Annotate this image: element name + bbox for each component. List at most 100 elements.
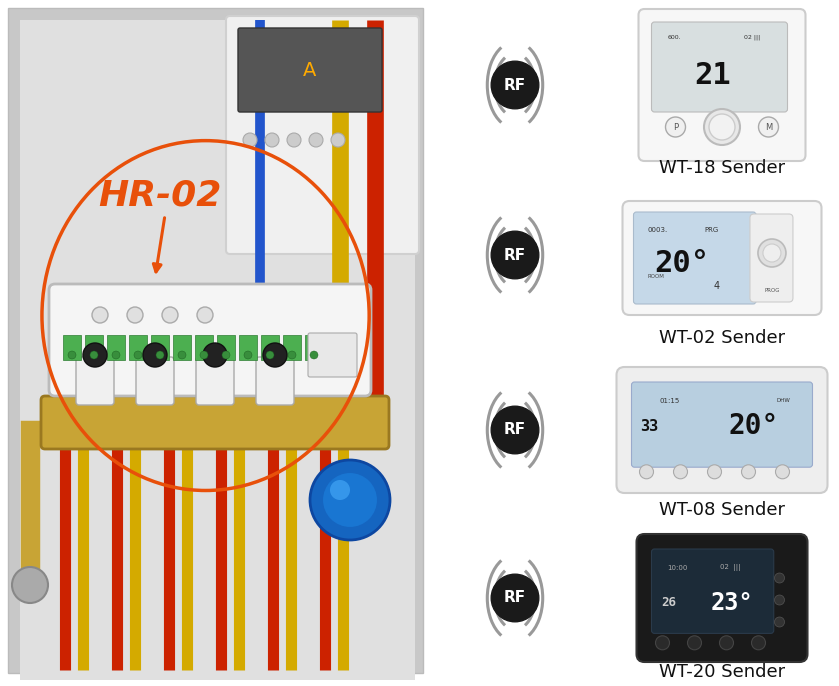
Circle shape xyxy=(310,460,390,540)
FancyBboxPatch shape xyxy=(283,335,301,360)
FancyBboxPatch shape xyxy=(63,335,81,360)
Circle shape xyxy=(655,636,670,650)
Text: 02 |||: 02 ||| xyxy=(744,35,760,40)
FancyBboxPatch shape xyxy=(652,549,774,633)
Circle shape xyxy=(330,480,350,500)
FancyBboxPatch shape xyxy=(196,357,234,405)
FancyBboxPatch shape xyxy=(633,212,756,304)
FancyBboxPatch shape xyxy=(256,357,294,405)
Text: 0003.: 0003. xyxy=(648,227,668,233)
FancyBboxPatch shape xyxy=(129,335,147,360)
Circle shape xyxy=(775,465,789,479)
FancyBboxPatch shape xyxy=(217,335,235,360)
Circle shape xyxy=(90,351,98,359)
Text: WT-08 Sender: WT-08 Sender xyxy=(659,501,785,519)
Text: ROOM: ROOM xyxy=(648,274,664,279)
Circle shape xyxy=(491,61,539,109)
FancyBboxPatch shape xyxy=(638,9,805,161)
Text: PRG: PRG xyxy=(704,227,718,233)
Circle shape xyxy=(491,406,539,454)
FancyBboxPatch shape xyxy=(239,335,257,360)
Circle shape xyxy=(720,636,733,650)
FancyBboxPatch shape xyxy=(136,357,174,405)
Circle shape xyxy=(197,307,213,323)
Text: RF: RF xyxy=(504,423,526,438)
Circle shape xyxy=(639,465,654,479)
Circle shape xyxy=(92,307,108,323)
Circle shape xyxy=(310,351,318,359)
Text: 20°: 20° xyxy=(728,412,779,440)
Text: 21: 21 xyxy=(695,61,732,90)
Circle shape xyxy=(665,117,685,137)
Text: RF: RF xyxy=(504,248,526,263)
Text: DHW: DHW xyxy=(776,399,790,403)
Circle shape xyxy=(774,617,784,627)
FancyBboxPatch shape xyxy=(49,284,371,396)
FancyBboxPatch shape xyxy=(617,367,827,493)
Circle shape xyxy=(112,351,120,359)
Circle shape xyxy=(265,133,279,147)
FancyBboxPatch shape xyxy=(750,214,793,302)
Circle shape xyxy=(83,343,107,367)
FancyBboxPatch shape xyxy=(308,333,357,377)
Circle shape xyxy=(491,231,539,279)
Circle shape xyxy=(68,351,76,359)
Text: 600.: 600. xyxy=(667,35,680,40)
Circle shape xyxy=(288,351,296,359)
FancyBboxPatch shape xyxy=(623,201,821,315)
Text: 20°: 20° xyxy=(654,248,710,278)
Circle shape xyxy=(758,117,779,137)
Circle shape xyxy=(222,351,230,359)
Text: WT-02 Sender: WT-02 Sender xyxy=(659,329,785,347)
FancyBboxPatch shape xyxy=(632,382,812,467)
Text: M: M xyxy=(765,123,772,132)
Circle shape xyxy=(12,567,48,603)
Text: 33: 33 xyxy=(640,418,659,434)
Text: WT-20 Sender: WT-20 Sender xyxy=(659,663,785,681)
FancyBboxPatch shape xyxy=(261,335,279,360)
Text: 10:00: 10:00 xyxy=(668,565,688,571)
Circle shape xyxy=(752,636,765,650)
Circle shape xyxy=(263,343,287,367)
Circle shape xyxy=(707,465,722,479)
Text: 01:15: 01:15 xyxy=(659,398,680,404)
Text: PROG: PROG xyxy=(764,287,779,292)
Circle shape xyxy=(266,351,274,359)
Circle shape xyxy=(763,244,781,262)
FancyBboxPatch shape xyxy=(637,534,807,662)
Text: A: A xyxy=(304,60,316,80)
FancyBboxPatch shape xyxy=(195,335,213,360)
Text: HR-02: HR-02 xyxy=(98,178,221,212)
Circle shape xyxy=(322,472,378,528)
Circle shape xyxy=(758,239,786,267)
Text: 26: 26 xyxy=(661,596,676,609)
FancyBboxPatch shape xyxy=(226,16,419,254)
Circle shape xyxy=(134,351,142,359)
Circle shape xyxy=(244,351,252,359)
Circle shape xyxy=(704,109,740,145)
Text: 23°: 23° xyxy=(711,591,753,615)
Text: 4: 4 xyxy=(714,281,720,291)
Text: RF: RF xyxy=(504,591,526,606)
Circle shape xyxy=(127,307,143,323)
FancyBboxPatch shape xyxy=(41,396,389,449)
FancyBboxPatch shape xyxy=(305,335,323,360)
Text: RF: RF xyxy=(504,78,526,93)
FancyBboxPatch shape xyxy=(20,20,415,680)
Text: P: P xyxy=(673,123,678,132)
Circle shape xyxy=(156,351,164,359)
FancyBboxPatch shape xyxy=(652,22,788,112)
FancyBboxPatch shape xyxy=(85,335,103,360)
Circle shape xyxy=(309,133,323,147)
Circle shape xyxy=(287,133,301,147)
FancyBboxPatch shape xyxy=(107,335,125,360)
Circle shape xyxy=(742,465,755,479)
FancyBboxPatch shape xyxy=(151,335,169,360)
Circle shape xyxy=(491,574,539,622)
Circle shape xyxy=(200,351,208,359)
Circle shape xyxy=(203,343,227,367)
Circle shape xyxy=(774,595,784,605)
FancyBboxPatch shape xyxy=(8,8,423,673)
Circle shape xyxy=(243,133,257,147)
Circle shape xyxy=(774,573,784,583)
